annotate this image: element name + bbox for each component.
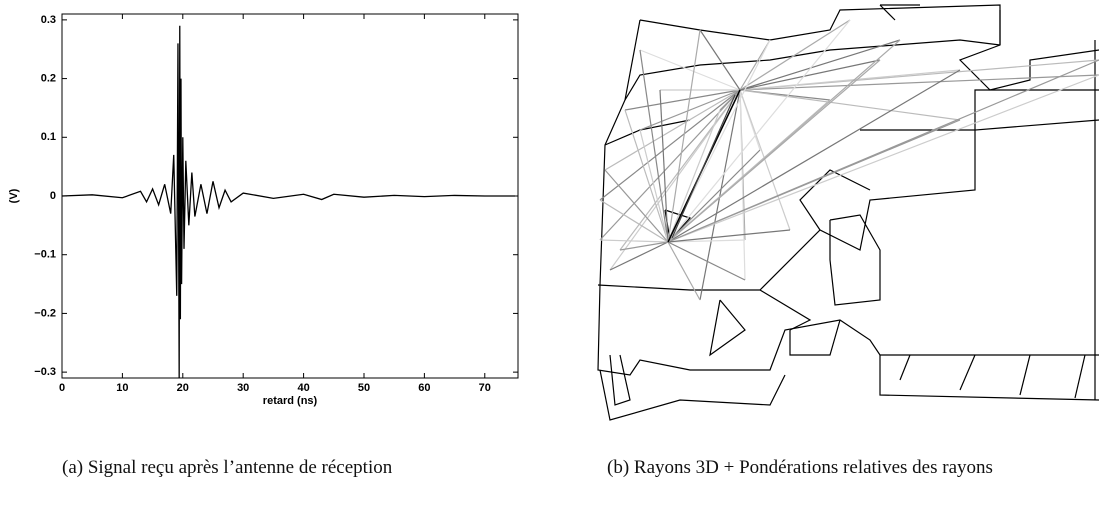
ray	[609, 89, 741, 271]
ray	[667, 29, 701, 243]
y-tick-label: 0	[50, 190, 56, 202]
y-tick-label: −0.3	[34, 366, 56, 378]
ray	[667, 119, 961, 243]
ray	[667, 69, 961, 243]
ray	[667, 241, 746, 281]
ray	[619, 241, 669, 251]
ray	[639, 49, 669, 243]
y-axis-label: (V)	[8, 188, 20, 203]
ray	[739, 89, 746, 281]
ray	[719, 89, 741, 111]
ray	[659, 89, 669, 243]
ray	[699, 89, 741, 301]
ray	[624, 109, 669, 243]
ray	[739, 59, 881, 91]
y-tick-label: 0.2	[41, 72, 56, 84]
x-tick-label: 30	[237, 382, 249, 394]
ray	[739, 19, 851, 91]
x-tick-label: 40	[297, 382, 309, 394]
ray	[699, 29, 741, 91]
ray	[739, 89, 791, 231]
rays	[599, 19, 1099, 301]
ray	[639, 129, 669, 243]
caption-b: (b) Rayons 3D + Pondérations relatives d…	[607, 457, 993, 478]
ray	[739, 39, 771, 91]
x-tick-label: 70	[479, 382, 491, 394]
y-tick-label: −0.1	[34, 249, 56, 261]
ray	[599, 199, 669, 243]
x-tick-label: 0	[59, 382, 65, 394]
ray	[667, 109, 721, 243]
ray	[739, 39, 901, 91]
ray	[667, 241, 701, 301]
ray	[599, 89, 741, 201]
ray	[609, 241, 669, 271]
y-tick-label: 0.3	[41, 14, 56, 26]
ray	[619, 89, 741, 251]
ray	[667, 19, 851, 243]
ray	[671, 94, 736, 239]
plot-frame	[61, 13, 519, 379]
ray	[667, 239, 746, 243]
signal-line	[61, 25, 515, 379]
ray	[639, 49, 741, 91]
y-tick-label: 0.1	[41, 131, 56, 143]
x-tick-label: 60	[418, 382, 430, 394]
ray	[667, 229, 791, 243]
y-tick-label: −0.2	[34, 307, 56, 319]
building-wireframe	[597, 4, 1099, 421]
x-axis-label: retard (ns)	[263, 395, 318, 407]
ray	[604, 89, 741, 171]
caption-a: (a) Signal reçu après l’antenne de récep…	[62, 457, 393, 478]
x-tick-label: 10	[116, 382, 128, 394]
x-tick-label: 20	[177, 382, 189, 394]
ray	[639, 89, 741, 131]
ray	[739, 89, 961, 121]
ray	[667, 59, 881, 243]
ray	[667, 149, 761, 243]
x-tick-label: 50	[358, 382, 370, 394]
ray	[624, 89, 741, 111]
ray	[739, 74, 1099, 91]
ray	[739, 69, 961, 91]
ray	[599, 239, 669, 243]
ray	[667, 74, 1099, 243]
ray	[604, 169, 669, 243]
